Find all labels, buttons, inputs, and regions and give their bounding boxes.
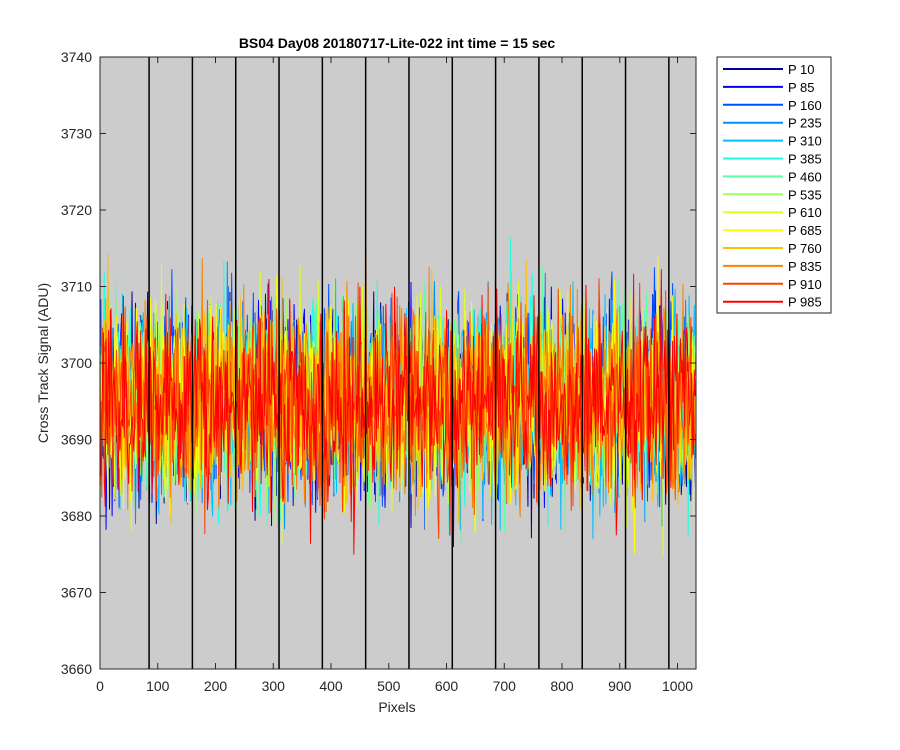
legend-label-p160: P 160 — [788, 98, 822, 113]
y-tick-label-3670: 3670 — [61, 585, 92, 601]
y-tick-label-3720: 3720 — [61, 202, 92, 218]
legend-label-p385: P 385 — [788, 152, 822, 167]
x-tick-label-900: 900 — [608, 678, 632, 694]
x-tick-label-300: 300 — [262, 678, 286, 694]
legend-label-p10: P 10 — [788, 62, 815, 77]
series-layer — [99, 237, 696, 556]
vertical-markers — [148, 57, 670, 669]
y-tick-label-3730: 3730 — [61, 126, 92, 142]
x-tick-label-800: 800 — [550, 678, 574, 694]
y-tick-label-3690: 3690 — [61, 432, 92, 448]
x-tick-label-500: 500 — [377, 678, 401, 694]
y-tick-label-3740: 3740 — [61, 49, 92, 65]
x-tick-label-700: 700 — [493, 678, 517, 694]
axis-ticks: 0 100 200 300 400 500 600 700 800 900 1000 3660 3670… — [61, 49, 696, 694]
legend-label-p310: P 310 — [788, 134, 822, 149]
legend-label-p685: P 685 — [788, 223, 822, 238]
legend-label-p910: P 910 — [788, 277, 822, 292]
x-tick-label-100: 100 — [146, 678, 170, 694]
x-tick-label-0: 0 — [96, 678, 104, 694]
series-line-p985 — [99, 268, 696, 555]
legend-box — [716, 56, 832, 314]
legend-label-p460: P 460 — [788, 169, 822, 184]
y-tick-label-3680: 3680 — [61, 508, 92, 524]
legend: P 10 P 85 P 160 P 235 P 310 P 385 P 460 P 535 P … — [716, 56, 832, 314]
legend-label-p985: P 985 — [788, 295, 822, 310]
x-tick-label-1000: 1000 — [662, 678, 693, 694]
legend-label-p235: P 235 — [788, 116, 822, 131]
legend-label-p610: P 610 — [788, 205, 822, 220]
legend-label-p85: P 85 — [788, 80, 815, 95]
legend-label-p835: P 835 — [788, 259, 822, 274]
x-axis-label: Pixels — [378, 699, 415, 715]
x-tick-label-400: 400 — [319, 678, 343, 694]
x-tick-label-200: 200 — [204, 678, 228, 694]
chart-title: BS04 Day08 20180717-Lite-022 int time = … — [239, 35, 556, 51]
x-tick-label-600: 600 — [435, 678, 459, 694]
legend-label-p760: P 760 — [788, 241, 822, 256]
y-tick-label-3660: 3660 — [61, 661, 92, 677]
y-tick-label-3700: 3700 — [61, 355, 92, 371]
legend-label-p535: P 535 — [788, 187, 822, 202]
y-tick-label-3710: 3710 — [61, 279, 92, 295]
y-axis-label: Cross Track Signal (ADU) — [35, 283, 51, 443]
